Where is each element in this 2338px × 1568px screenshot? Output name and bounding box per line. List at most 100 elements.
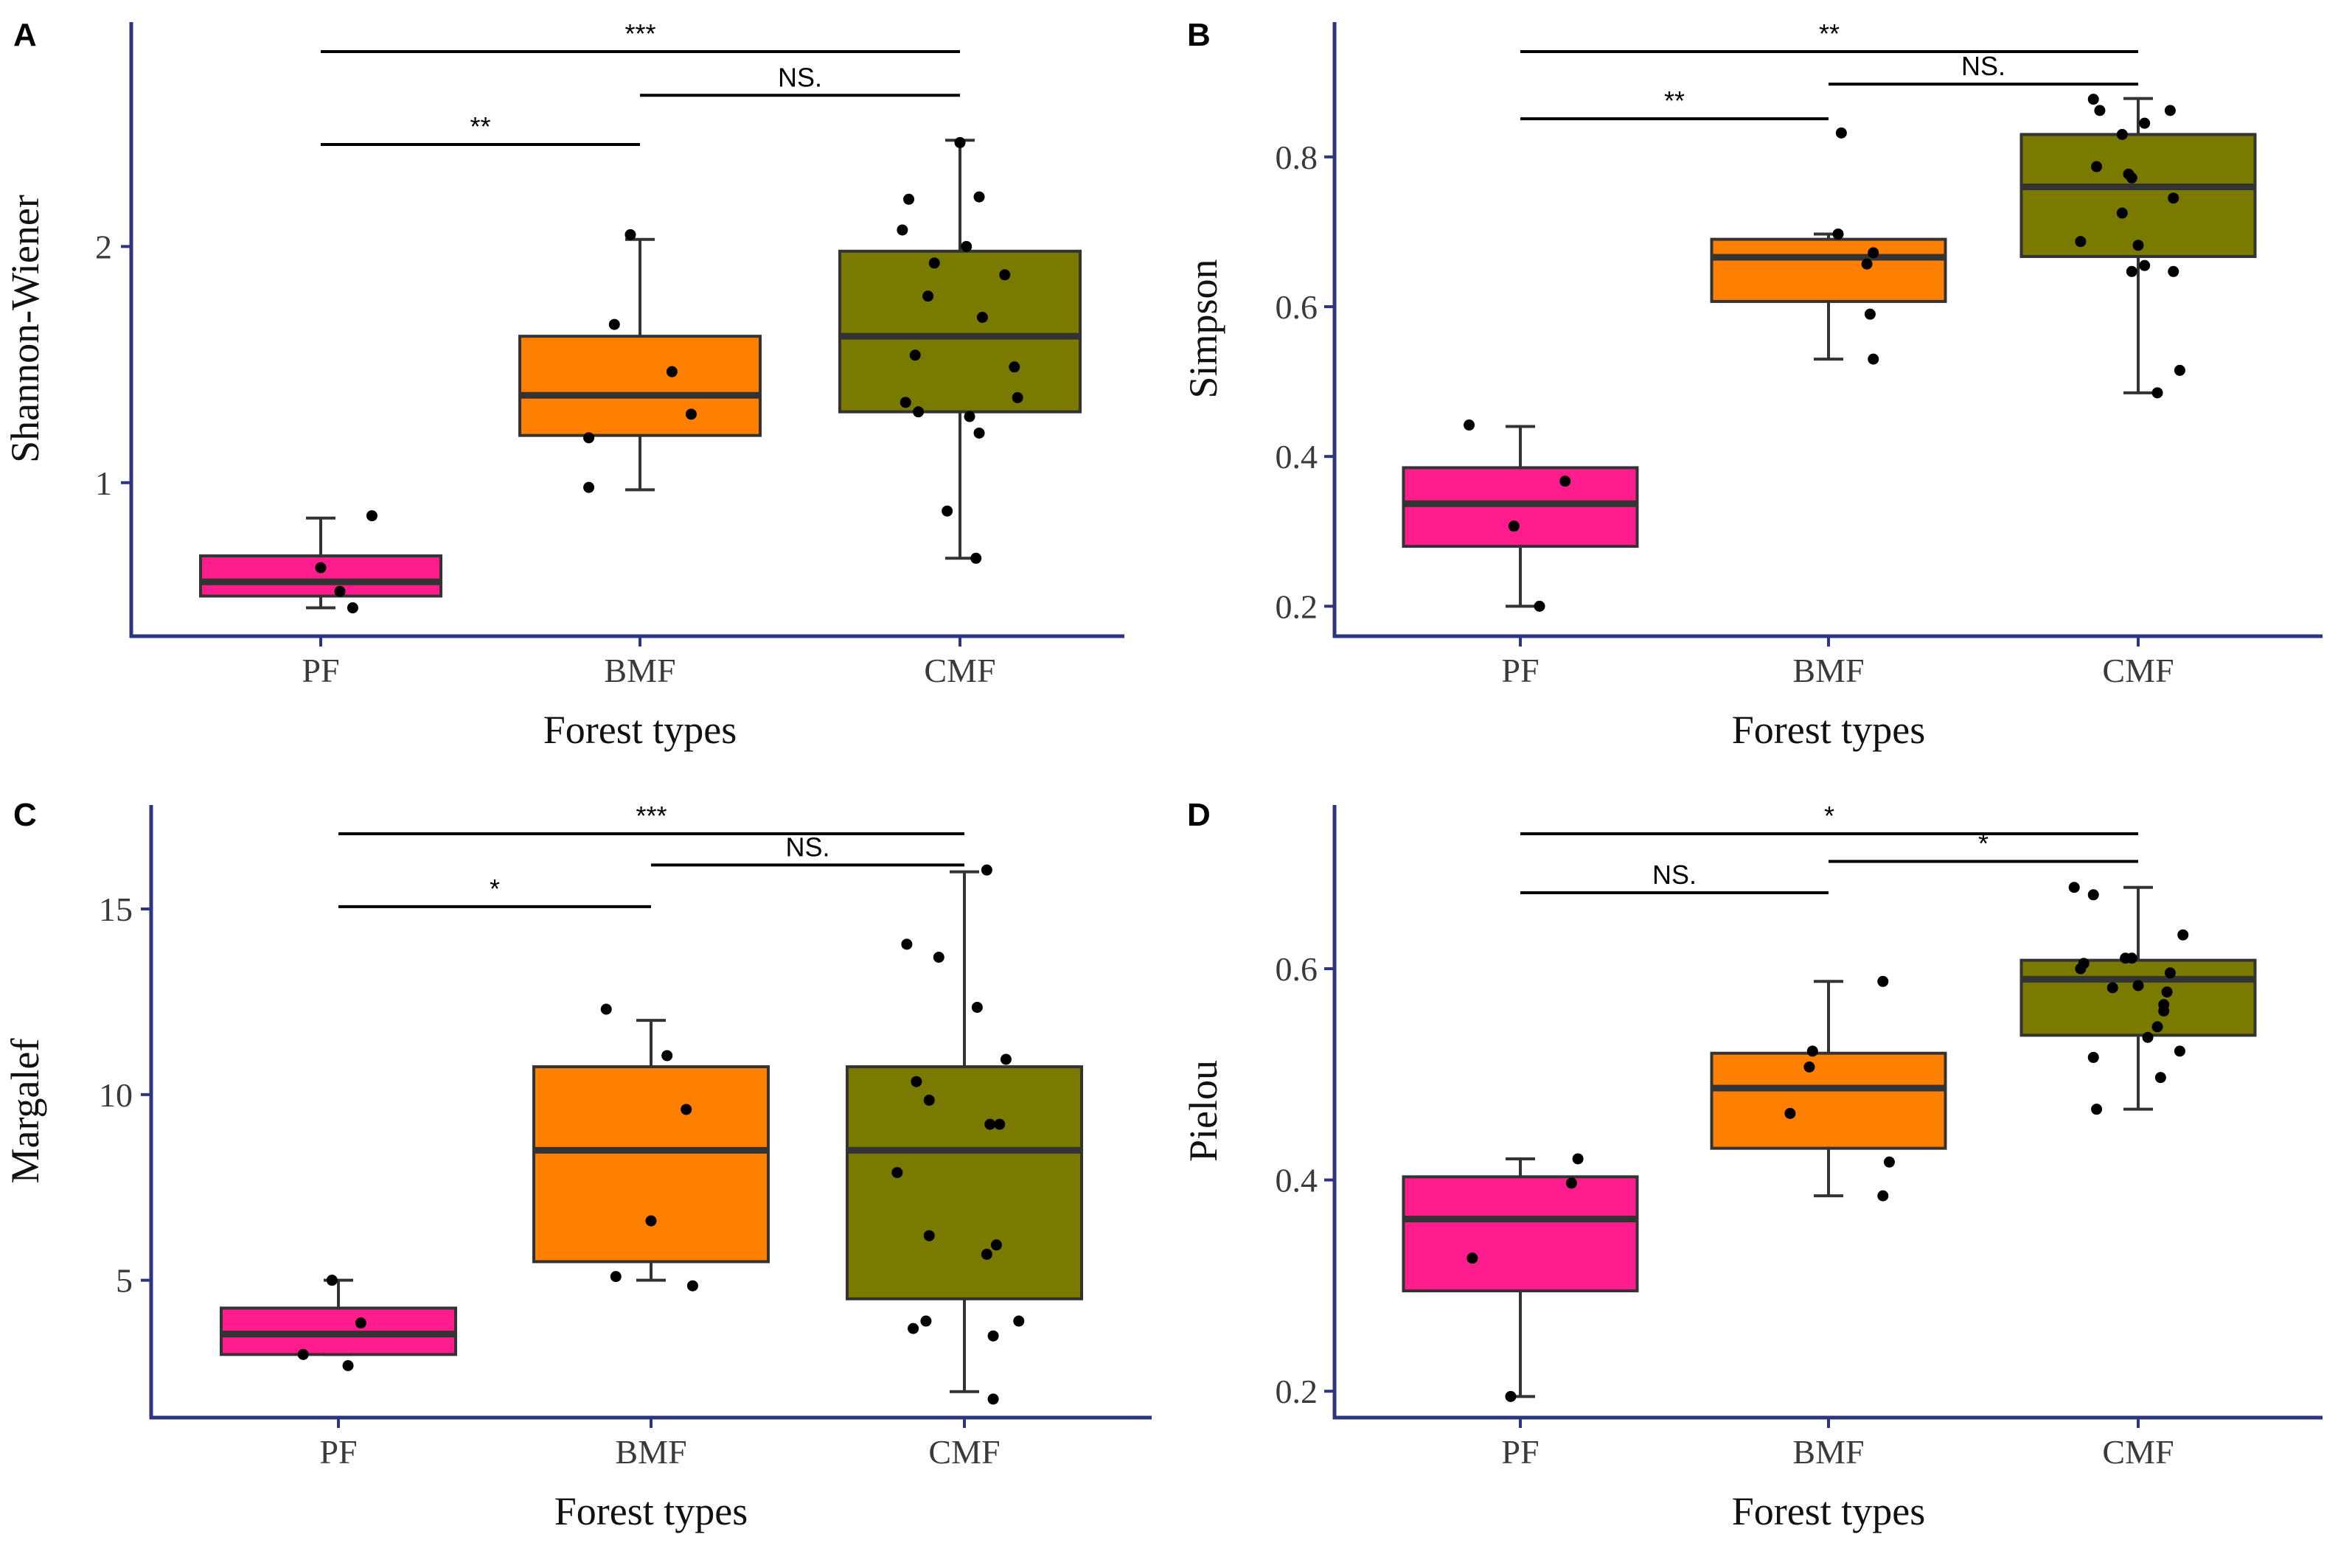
data-point-cmf: [2106, 982, 2118, 994]
data-point-cmf: [987, 1393, 999, 1405]
data-point-cmf: [933, 951, 944, 963]
data-point-bmf: [1806, 1045, 1818, 1057]
data-point-cmf: [2168, 265, 2179, 277]
x-tick-label-pf: PF: [1501, 1433, 1539, 1471]
data-point-pf: [315, 562, 327, 574]
data-point-cmf: [2174, 1045, 2185, 1057]
data-point-pf: [297, 1348, 309, 1360]
x-axis-title: Forest types: [554, 1489, 748, 1533]
data-point-cmf: [2158, 999, 2170, 1011]
data-point-cmf: [2087, 889, 2099, 901]
panel-d: D 0.2 0.4 0.6 PF BMF CMF Forest types Pielou * * NS…: [1181, 797, 2323, 1533]
y-axis-title: Shannon-Wiener: [3, 195, 47, 463]
data-point-pf: [342, 1359, 354, 1371]
data-point-cmf: [2091, 161, 2103, 173]
data-point-bmf: [1868, 353, 1879, 365]
data-point-pf: [1508, 520, 1520, 532]
data-point-cmf: [909, 349, 921, 361]
x-tick-label-cmf: CMF: [924, 652, 995, 689]
data-point-cmf: [2068, 882, 2080, 893]
panel-letter: D: [1187, 797, 1211, 833]
y-tick-label: 0.2: [1276, 1373, 1318, 1410]
data-point-cmf: [901, 938, 913, 950]
panel-letter: A: [13, 17, 37, 53]
box-pf: [199, 554, 442, 598]
data-point-pf: [334, 585, 346, 597]
data-point-cmf: [2151, 387, 2163, 399]
data-point-bmf: [583, 432, 595, 444]
panel-letter: B: [1187, 17, 1211, 53]
data-point-bmf: [608, 318, 620, 330]
significance-label: ***: [624, 18, 655, 49]
data-point-cmf: [2126, 172, 2137, 184]
box-pf: [1402, 1175, 1639, 1293]
x-tick-label-cmf: CMF: [2102, 652, 2174, 689]
data-point-cmf: [2116, 207, 2128, 219]
x-axis-title: Forest types: [1732, 1489, 1926, 1533]
y-tick-label: 0.2: [1276, 588, 1318, 625]
data-point-cmf: [964, 411, 975, 422]
data-point-cmf: [954, 136, 966, 148]
data-point-pf: [326, 1275, 338, 1286]
box-cmf: [846, 1065, 1083, 1300]
data-point-cmf: [981, 1248, 992, 1260]
box-pf: [1402, 466, 1639, 548]
x-tick-label-bmf: BMF: [615, 1433, 686, 1471]
data-point-cmf: [973, 427, 985, 439]
panel-b: B 0.2 0.4 0.6 0.8 PF BMF CMF Forest types Simpson…: [1181, 17, 2323, 752]
data-point-cmf: [2164, 967, 2176, 979]
data-point-cmf: [2078, 958, 2090, 969]
box-bmf: [518, 335, 762, 437]
data-point-bmf: [624, 229, 636, 240]
data-point-pf: [1464, 419, 1475, 431]
data-point-bmf: [685, 408, 697, 420]
x-tick-label-bmf: BMF: [1792, 1433, 1864, 1471]
data-point-cmf: [908, 1323, 919, 1334]
data-point-bmf: [1883, 1156, 1895, 1168]
y-axis-title: Margalef: [3, 1039, 47, 1184]
significance-label: *: [490, 874, 500, 904]
data-point-cmf: [1012, 391, 1023, 403]
data-point-cmf: [923, 1094, 935, 1106]
data-point-cmf: [2087, 1051, 2099, 1063]
data-point-bmf: [686, 1280, 698, 1292]
data-point-bmf: [666, 366, 678, 377]
data-point-cmf: [2161, 986, 2173, 998]
y-tick-label: 15: [99, 891, 133, 928]
data-point-cmf: [2168, 192, 2179, 204]
y-tick-label: 5: [116, 1262, 133, 1300]
x-tick-label-bmf: BMF: [1792, 652, 1864, 689]
data-point-bmf: [661, 1050, 673, 1062]
data-point-cmf: [2142, 1031, 2154, 1043]
data-point-cmf: [2174, 364, 2185, 376]
y-tick-label: 0.8: [1276, 139, 1318, 176]
significance-label: **: [470, 111, 490, 142]
panel-c: C 5 10 15 PF BMF CMF Forest types Margalef *** NS.…: [3, 797, 1152, 1533]
data-point-bmf: [1784, 1107, 1796, 1119]
data-point-cmf: [897, 224, 908, 236]
data-point-bmf: [1803, 1061, 1815, 1073]
y-tick-label: 0.6: [1276, 950, 1318, 988]
significance-label: NS.: [778, 62, 822, 92]
y-tick-label: 0.4: [1276, 438, 1318, 475]
x-axis-title: Forest types: [1732, 708, 1926, 752]
data-point-cmf: [981, 864, 992, 876]
data-point-cmf: [1013, 1315, 1025, 1327]
data-point-cmf: [973, 191, 985, 203]
significance-label: NS.: [1961, 51, 2005, 81]
data-point-cmf: [2151, 1021, 2163, 1033]
data-point-cmf: [928, 257, 940, 269]
significance-label: NS.: [1652, 860, 1697, 890]
box-cmf: [2019, 958, 2257, 1037]
data-point-cmf: [1009, 361, 1020, 373]
box-bmf: [1710, 1051, 1947, 1150]
x-tick-label-cmf: CMF: [2102, 1433, 2174, 1471]
data-point-cmf: [990, 1239, 1002, 1251]
data-point-cmf: [923, 1230, 935, 1241]
significance-label: **: [1664, 86, 1685, 116]
data-point-cmf: [999, 269, 1011, 281]
data-point-pf: [1572, 1153, 1584, 1165]
data-point-cmf: [911, 1076, 922, 1087]
